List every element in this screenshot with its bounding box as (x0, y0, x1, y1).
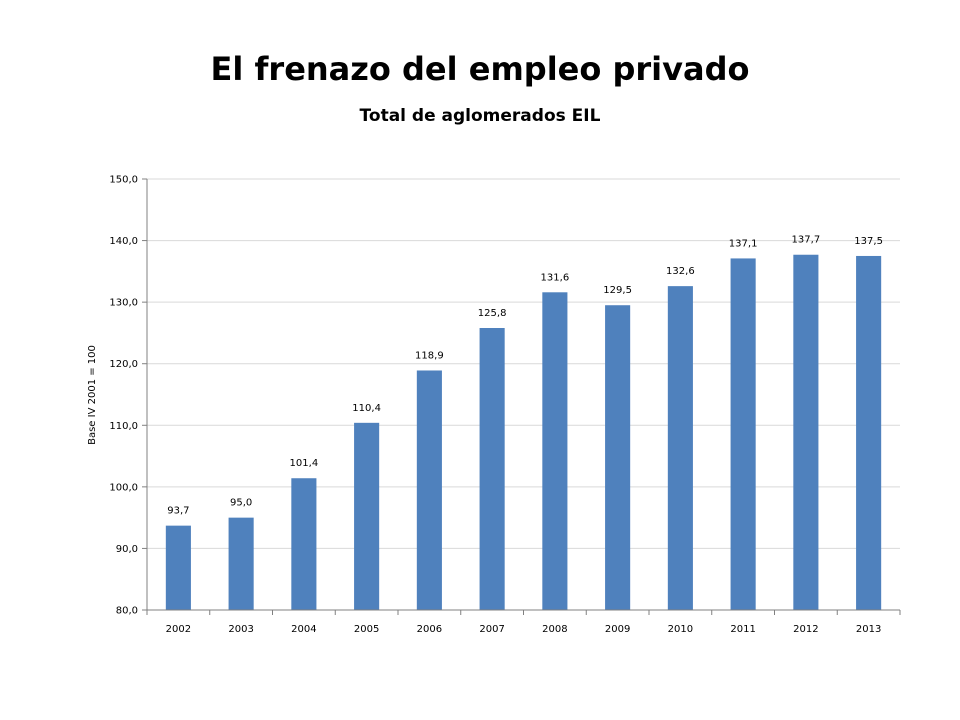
bar (165, 525, 191, 610)
x-tick-label: 2012 (793, 624, 818, 635)
data-label: 110,4 (352, 403, 381, 414)
bar (291, 478, 317, 610)
gridlines (147, 178, 900, 549)
bar (793, 254, 819, 611)
data-label: 137,7 (792, 235, 821, 246)
bar (667, 286, 693, 610)
y-tick-label: 90,0 (116, 544, 138, 555)
y-tick-label: 140,0 (109, 236, 138, 247)
bar (228, 517, 254, 610)
data-label: 95,0 (230, 498, 252, 509)
y-tick-label: 120,0 (109, 359, 138, 370)
x-tick-label: 2013 (856, 624, 881, 635)
x-tick-label: 2008 (542, 624, 567, 635)
y-tick-label: 130,0 (109, 298, 138, 309)
bars (165, 254, 882, 611)
data-label: 137,1 (729, 238, 758, 249)
bar (542, 292, 568, 610)
x-tick-label: 2004 (291, 624, 316, 635)
axes (142, 178, 901, 615)
labels: 80,0 90,0 100,0 110,0 120,0 130,0 140,0 150,0 93… (109, 175, 883, 636)
x-tick-label: 2002 (166, 624, 191, 635)
data-label: 101,4 (290, 458, 319, 469)
data-label: 132,6 (666, 266, 695, 277)
y-tick-label: 100,0 (109, 482, 138, 493)
data-label: 131,6 (541, 272, 570, 283)
bar (856, 255, 882, 610)
chart-title: El frenazo del empleo privado (210, 50, 750, 88)
y-tick-label: 150,0 (109, 175, 138, 186)
x-tick-label: 2010 (668, 624, 693, 635)
x-tick-label: 2011 (730, 624, 755, 635)
x-tick-label: 2009 (605, 624, 630, 635)
x-tick-label: 2003 (228, 624, 253, 635)
chart-subtitle: Total de aglomerados EIL (359, 106, 601, 126)
data-label: 129,5 (603, 285, 632, 296)
x-tick-label: 2007 (479, 624, 504, 635)
data-label: 137,5 (854, 236, 883, 247)
y-axis-label: Base IV 2001 = 100 (87, 345, 98, 445)
x-tick-label: 2006 (417, 624, 442, 635)
bar (354, 422, 380, 610)
data-label: 125,8 (478, 308, 507, 319)
bar (605, 305, 631, 610)
data-label: 93,7 (167, 506, 189, 517)
bar (479, 328, 505, 610)
y-tick-label: 80,0 (116, 606, 138, 617)
data-label: 118,9 (415, 350, 444, 361)
x-tick-label: 2005 (354, 624, 379, 635)
bar (416, 370, 442, 610)
bar (730, 258, 756, 610)
y-tick-label: 110,0 (109, 421, 138, 432)
